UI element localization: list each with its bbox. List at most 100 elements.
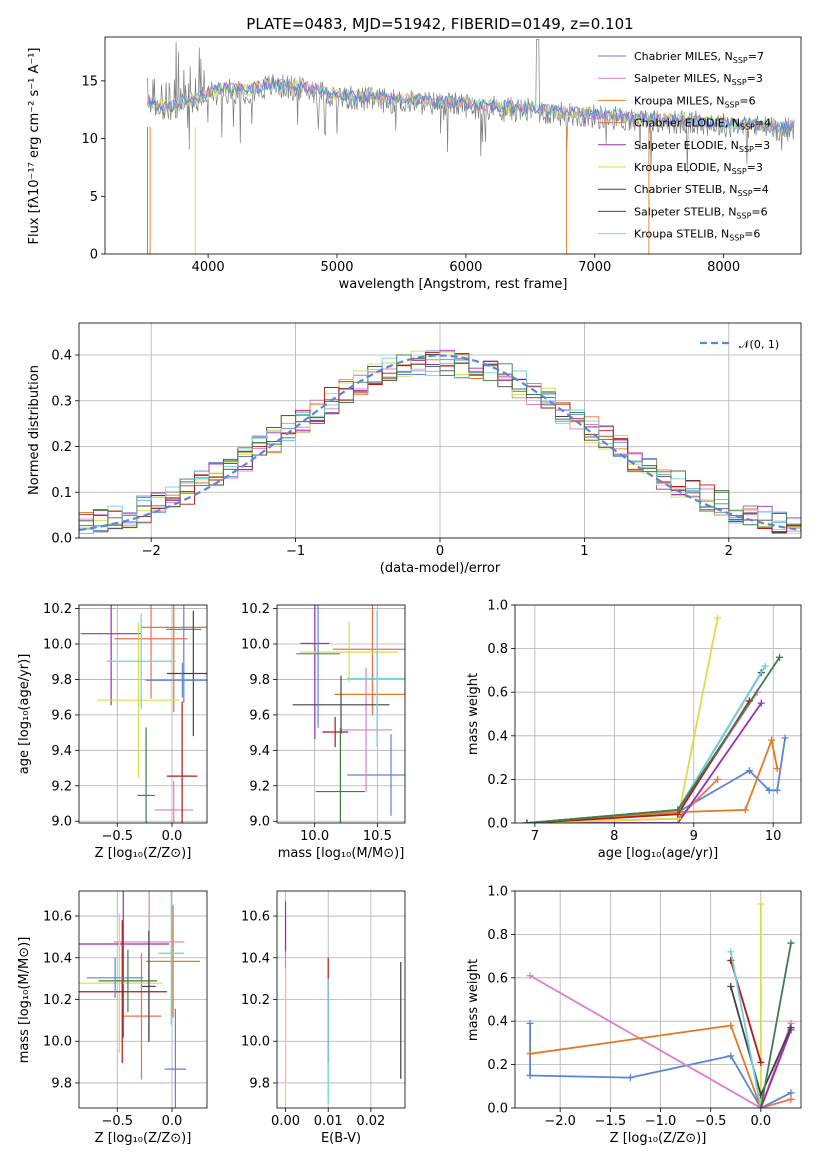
- mass-weight-marker: [526, 1019, 534, 1027]
- x-tick-label: 0: [436, 544, 444, 559]
- x-tick-label: 2: [725, 544, 733, 559]
- mass-weight-marker: [781, 734, 789, 742]
- plot-area: [79, 891, 207, 1108]
- y-tick-label: 0.1: [51, 486, 72, 501]
- mass-weight-marker: [526, 1071, 534, 1079]
- mass-weight-line-3: [529, 1024, 762, 1108]
- mass-weight-line-9: [526, 665, 767, 823]
- plot-area: [147, 38, 795, 254]
- x-axis-label: wavelength [Angstrom, rest frame]: [339, 277, 568, 292]
- y-tick-label: 10.6: [43, 910, 72, 925]
- x-tick-label: −1.0: [645, 1114, 677, 1129]
- legend-entry: Salpeter MILES, NSSP=3: [634, 72, 763, 87]
- plot-area: [277, 891, 405, 1108]
- mass-weight-marker: [626, 1074, 634, 1082]
- y-tick-label: 10.2: [43, 993, 72, 1008]
- y-tick-label: 5: [90, 190, 98, 205]
- y-tick-label: 0.0: [487, 817, 508, 832]
- y-tick-label: 10: [81, 132, 98, 147]
- y-tick-label: 9.4: [51, 744, 72, 759]
- chart-title: PLATE=0483, MJD=51942, FIBERID=0149, z=0…: [246, 15, 633, 33]
- x-tick-label: 0.00: [271, 1114, 300, 1129]
- mass-weight-marker: [787, 1095, 795, 1103]
- chart-panel-1: 4000 5000 6000 7000 8000 0 5 10 15 wavelength [An…: [27, 15, 802, 292]
- mass-weight-line-9: [729, 951, 762, 1108]
- mass-weight-marker: [757, 1104, 765, 1108]
- y-axis-label: Flux [fλ10⁻¹⁷ erg cm⁻² s⁻¹ A⁻¹]: [27, 48, 42, 245]
- y-tick-label: 0.6: [487, 686, 508, 701]
- chart-panel-2: −2 −1 0 1 2 0.0 0.1 0.2 0.3 0.4 (data-model)/error…: [27, 322, 802, 576]
- mass-weight-marker: [741, 806, 749, 814]
- y-tick-label: 0: [90, 248, 98, 263]
- y-tick-label: 0.6: [487, 971, 508, 986]
- mass-weight-line-4: [760, 1098, 792, 1108]
- legend-entry: Kroupa MILES, NSSP=6: [634, 94, 756, 109]
- mass-weight-marker: [674, 806, 682, 814]
- axes-frame: [514, 890, 802, 1109]
- mass-weight-marker: [757, 1058, 765, 1066]
- mass-weight-marker: [727, 1052, 735, 1060]
- y-tick-label: 0.4: [51, 349, 72, 364]
- y-tick-label: 10.4: [43, 951, 72, 966]
- mass-weight-line-10: [760, 942, 792, 1108]
- y-tick-label: 0.4: [487, 729, 508, 744]
- y-tick-label: 10.0: [241, 1035, 270, 1050]
- legend-entry: Salpeter ELODIE, NSSP=3: [634, 139, 770, 154]
- x-tick-label: 6000: [449, 260, 482, 275]
- mass-weight-marker: [768, 736, 776, 744]
- y-tick-label: 10.2: [241, 993, 270, 1008]
- y-tick-label: 9.0: [249, 815, 270, 830]
- plot-area: [277, 605, 405, 823]
- y-tick-label: 10.0: [43, 637, 72, 652]
- mass-weight-marker: [727, 982, 735, 990]
- normal-curve: [79, 354, 801, 532]
- mass-weight-marker: [727, 948, 735, 956]
- plot-area: [515, 891, 801, 1108]
- x-tick-label: −2.0: [544, 1114, 576, 1129]
- mass-weight-marker: [526, 972, 534, 980]
- legend-entry: Salpeter STELIB, NSSP=6: [634, 205, 768, 220]
- x-tick-label: −0.5: [102, 1114, 134, 1129]
- y-axis-label: age [log₁₀(age/yr)]: [17, 654, 32, 775]
- mass-weight-line-5: [526, 702, 763, 823]
- plot-area: [79, 605, 207, 823]
- mass-weight-marker: [761, 662, 769, 670]
- y-tick-label: 0.2: [487, 1058, 508, 1073]
- y-tick-label: 10.2: [43, 602, 72, 617]
- mass-weight-marker: [787, 1089, 795, 1097]
- legend-entry: Kroupa ELODIE, NSSP=3: [634, 161, 763, 176]
- mass-weight-marker: [773, 786, 781, 794]
- x-tick-label: −0.5: [695, 1114, 727, 1129]
- mass-weight-line-3: [526, 736, 779, 823]
- mass-weight-marker: [714, 614, 722, 622]
- y-tick-label: 9.2: [249, 779, 270, 794]
- y-tick-label: 9.2: [51, 779, 72, 794]
- y-tick-label: 0.8: [487, 928, 508, 943]
- mass-weight-marker: [787, 1024, 795, 1032]
- legend-entry: Chabrier ELODIE, NSSP=4: [634, 117, 771, 132]
- mass-weight-marker: [787, 939, 795, 947]
- y-tick-label: 10.0: [43, 1035, 72, 1050]
- mass-weight-line-8: [526, 700, 751, 823]
- mass-weight-marker: [526, 1050, 534, 1058]
- x-tick-label: 0.0: [162, 829, 183, 844]
- x-tick-label: −2: [142, 544, 161, 559]
- y-axis-label: mass weight: [466, 959, 481, 1041]
- mass-weight-marker: [727, 1022, 735, 1030]
- y-tick-label: 10.4: [241, 951, 270, 966]
- x-tick-label: 10.5: [363, 829, 392, 844]
- axes-frame: [78, 322, 802, 539]
- x-tick-label: −1.5: [595, 1114, 627, 1129]
- mass-weight-line-5: [760, 1029, 792, 1108]
- x-axis-label: Z [log₁₀(Z/Z⊙)]: [95, 846, 192, 861]
- mass-weight-marker: [773, 765, 781, 772]
- axes-frame: [276, 890, 406, 1109]
- y-tick-label: 10.0: [241, 637, 270, 652]
- histogram-series-9: [79, 354, 801, 538]
- y-tick-label: 9.6: [249, 708, 270, 723]
- y-axis-label: mass weight: [466, 673, 481, 755]
- y-tick-label: 1.0: [487, 885, 508, 900]
- x-tick-label: 7: [531, 829, 539, 844]
- y-tick-label: 15: [81, 74, 98, 89]
- y-tick-label: 0.0: [487, 1102, 508, 1117]
